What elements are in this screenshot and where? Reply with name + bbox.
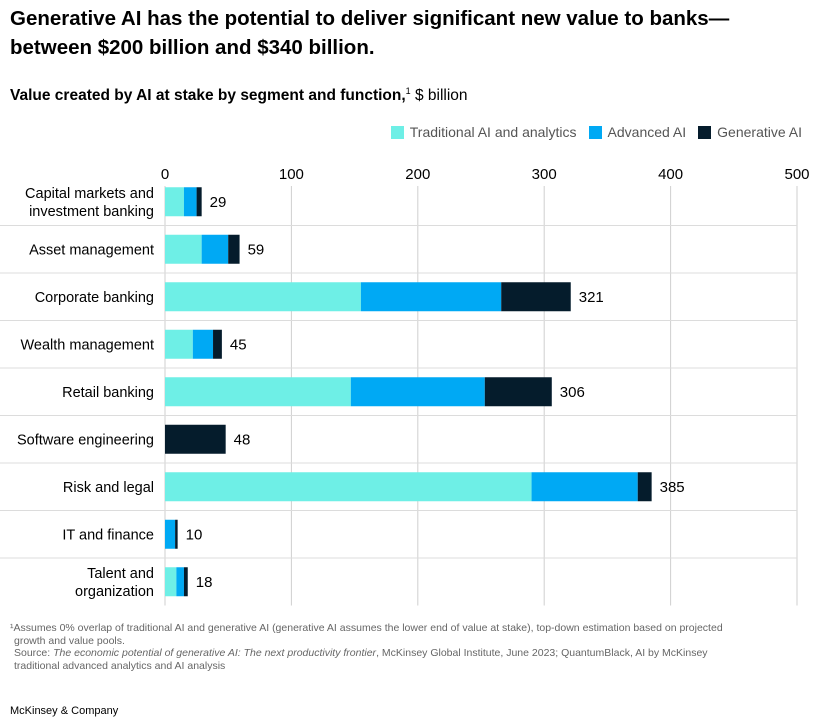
bar-8-series-1 [176, 567, 184, 597]
bar-0-series-0 [165, 187, 184, 217]
bar-7-series-2 [175, 519, 178, 549]
source-rest: , McKinsey Global Institute, June 2023; … [376, 647, 708, 659]
legend-label-traditional-ai: Traditional AI and analytics [409, 124, 577, 140]
x-tick-label-200: 200 [405, 166, 430, 183]
category-label-5: Software engineering [17, 432, 154, 448]
bar-0-series-1 [183, 187, 197, 217]
subtitle-main: Value created by AI at stake by segment … [10, 87, 406, 105]
x-tick-label-300: 300 [532, 166, 557, 183]
bar-1-series-1 [201, 234, 229, 264]
chart-subtitle: Value created by AI at stake by segment … [10, 86, 468, 105]
brand-logo-text: McKinsey & Company [10, 705, 119, 717]
total-label-2: 321 [579, 289, 604, 306]
footnote-1-line-2: growth and value pools. [14, 634, 125, 647]
bar-7-series-1 [165, 519, 176, 549]
bar-5-series-2 [165, 424, 226, 454]
total-label-7: 10 [186, 526, 203, 543]
total-label-6: 385 [660, 479, 685, 496]
total-label-3: 45 [230, 336, 247, 353]
bar-2-series-2 [501, 282, 571, 312]
legend-swatch-generative-ai [698, 125, 712, 139]
bar-6-series-1 [531, 472, 638, 502]
footnotes: ¹Assumes 0% overlap of traditional AI an… [10, 622, 800, 672]
category-label-2: Corporate banking [35, 290, 154, 306]
bar-3-series-0 [165, 329, 193, 359]
subtitle-footnote-mark: 1 [405, 86, 411, 96]
legend-item-traditional-ai: Traditional AI and analytics [390, 124, 577, 140]
bar-4-series-0 [165, 377, 351, 407]
category-label-4: Retail banking [62, 385, 154, 401]
legend-swatch-advanced-ai [588, 125, 602, 139]
x-tick-label-100: 100 [279, 166, 304, 183]
legend-label-generative-ai: Generative AI [717, 124, 802, 140]
category-label-6: Risk and legal [63, 480, 154, 496]
x-tick-label-0: 0 [161, 166, 169, 183]
category-label-0-line-1: investment banking [29, 204, 154, 220]
legend-item-advanced-ai: Advanced AI [588, 124, 687, 140]
bar-8-series-0 [165, 567, 177, 597]
footnote-1-line-1: ¹Assumes 0% overlap of traditional AI an… [10, 622, 723, 634]
bar-6-series-2 [637, 472, 652, 502]
legend: Traditional AI and analytics Advanced AI… [379, 124, 802, 140]
total-label-1: 59 [248, 241, 265, 258]
source-line-2: traditional advanced analytics and AI an… [14, 659, 226, 672]
category-label-3: Wealth management [20, 337, 154, 353]
stacked-bar-chart: 0 100 200 300 400 500 Capital markets and inves… [0, 166, 810, 606]
total-label-0: 29 [210, 194, 227, 211]
category-label-7: IT and finance [62, 527, 154, 543]
total-label-4: 306 [560, 384, 585, 401]
legend-swatch-traditional-ai [390, 125, 404, 139]
bar-0-series-2 [196, 187, 202, 217]
bar-4-series-2 [484, 377, 552, 407]
legend-label-advanced-ai: Advanced AI [607, 124, 687, 140]
source-title: The economic potential of generative AI:… [53, 647, 377, 659]
category-label-1: Asset management [29, 242, 154, 258]
bar-3-series-1 [192, 329, 214, 359]
source-prefix: Source: [14, 647, 54, 659]
bar-2-series-0 [165, 282, 361, 312]
footnote-1: ¹Assumes 0% overlap of traditional AI an… [10, 622, 800, 647]
category-label-8-line-0: Talent and [87, 566, 154, 582]
headline: Generative AI has the potential to deliv… [10, 7, 730, 59]
subtitle-unit: $ billion [410, 87, 468, 105]
bar-3-series-2 [213, 329, 222, 359]
x-tick-label-400: 400 [658, 166, 683, 183]
legend-item-generative-ai: Generative AI [698, 124, 802, 140]
category-label-8-line-1: organization [75, 584, 154, 600]
bar-6-series-0 [165, 472, 532, 502]
source-note: Source: The economic potential of genera… [10, 647, 800, 672]
total-label-5: 48 [234, 431, 251, 448]
bar-2-series-1 [360, 282, 502, 312]
bar-8-series-2 [183, 567, 188, 597]
bar-1-series-0 [165, 234, 202, 264]
bar-4-series-1 [350, 377, 485, 407]
total-label-8: 18 [196, 574, 213, 591]
x-tick-label-500: 500 [784, 166, 809, 183]
category-label-0-line-0: Capital markets and [25, 186, 154, 202]
bar-1-series-2 [228, 234, 240, 264]
